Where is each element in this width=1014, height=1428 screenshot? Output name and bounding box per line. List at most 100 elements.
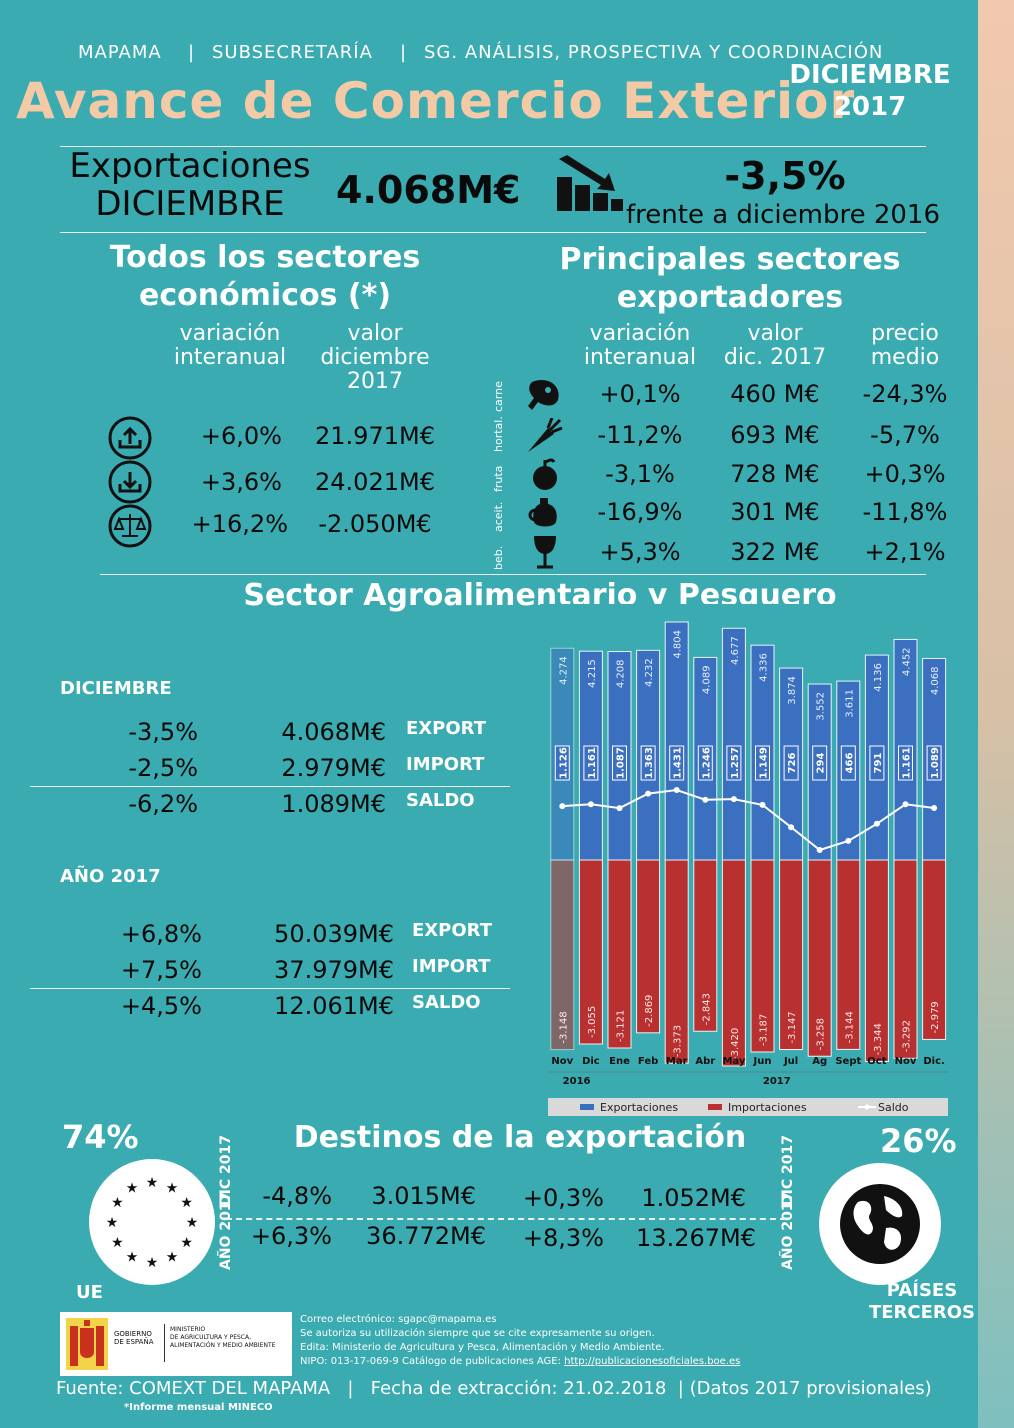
saldo-label-box	[697, 745, 713, 781]
saldo-point	[816, 847, 823, 853]
saldo-label-box	[869, 745, 885, 781]
saldo-label-box	[812, 745, 828, 781]
category-label: Jul	[783, 1056, 798, 1067]
main-col1-head: variación interanual	[583, 321, 697, 370]
saldo-value-label: 791	[873, 753, 884, 774]
fruta-var: -3,1%	[605, 460, 675, 488]
ue-year-val: 36.772M€	[366, 1222, 486, 1250]
decorative-gradient-edge	[978, 0, 1014, 1428]
apple-icon	[533, 458, 557, 490]
export-value-label: 4.804	[673, 630, 684, 659]
export-value-label: 4.677	[730, 636, 741, 665]
saldo-value-label: 1.246	[701, 747, 712, 779]
import-value-label: -3.148	[558, 1011, 569, 1043]
saldo-value-label: 1.431	[673, 747, 684, 779]
ue-pct: 74%	[62, 1118, 139, 1156]
sector-tag-aceit: aceit.	[492, 501, 505, 532]
export-value-label: 3.874	[787, 676, 798, 705]
agro-year-saldo-pct: +4,5%	[120, 992, 202, 1020]
saldo-value-label: 1.257	[730, 747, 741, 779]
summary-change-note: frente a diciembre 2016	[626, 200, 941, 230]
import-value-label: -2.979	[930, 1001, 941, 1033]
category-label: Sept	[835, 1056, 861, 1067]
fruta-price: +0,3%	[864, 460, 946, 488]
import-value-label: -3.147	[787, 1011, 798, 1043]
agro-dic-import-pct: -2,5%	[128, 754, 198, 782]
catalog-link[interactable]: http://publicacionesoficiales.boe.es	[564, 1356, 741, 1367]
saldo-label-box	[612, 745, 627, 781]
category-label: Ag	[812, 1056, 827, 1067]
dashed-divider	[226, 1218, 786, 1220]
header-subsec: SUBSECRETARÍA	[212, 42, 373, 63]
category-label: Dic.	[923, 1056, 944, 1067]
all-import-val: 24.021M€	[315, 468, 435, 496]
saldo-label-box	[783, 745, 799, 781]
divider	[30, 786, 510, 787]
saldo-label-box	[583, 745, 599, 781]
beb-val: 322 M€	[730, 538, 820, 566]
eu-star: ★	[111, 1235, 124, 1251]
saldo-point	[730, 796, 737, 803]
import-bar	[779, 859, 804, 1051]
saldo-label-box	[726, 745, 742, 781]
import-bar	[750, 859, 775, 1053]
terc-year-pct: +8,3%	[522, 1224, 604, 1252]
export-value-label: 4.068	[930, 666, 941, 695]
all-balance-var: +16,2%	[191, 510, 288, 538]
agro-year-saldo-val: 12.061M€	[274, 992, 394, 1020]
agro-year-saldo-tag: SALDO	[412, 992, 481, 1013]
footer-source-line: Fuente: COMEXT DEL MAPAMA | Fecha de ext…	[56, 1378, 932, 1399]
category-label: Nov	[895, 1056, 917, 1067]
page-title: Avance de Comercio Exterior	[16, 72, 856, 130]
eu-star: ★	[146, 1255, 159, 1271]
saldo-label-box	[640, 745, 656, 781]
agro-dic-import-tag: IMPORT	[406, 754, 485, 775]
import-bar	[721, 859, 746, 1067]
agro-dic-saldo-val: 1.089M€	[281, 790, 386, 818]
gobierno-text: GOBIERNO DE ESPAÑA	[114, 1330, 154, 1346]
carne-val: 460 M€	[730, 380, 820, 408]
export-value-label: 4.232	[644, 658, 655, 687]
export-value-label: 4.452	[902, 647, 913, 676]
trade-chart: 4.274 -3.148 4.215 -3.055 4.208 -3.121 4.232 -2…	[540, 604, 955, 1120]
export-box-icon	[108, 416, 152, 460]
globe-icon	[819, 1163, 941, 1285]
saldo-value-label: 294	[816, 753, 827, 774]
hortal-var: -11,2%	[597, 421, 683, 449]
legend-label: Exportaciones	[600, 1101, 678, 1114]
terc-tag-ano: AÑO 2017	[780, 1191, 796, 1270]
import-bar	[893, 859, 918, 1059]
legend-swatch-point	[864, 1104, 870, 1110]
header-sep-2: |	[400, 42, 408, 63]
agro-year-export-val: 50.039M€	[274, 920, 394, 948]
saldo-point	[616, 805, 623, 812]
agro-year-import-val: 37.979M€	[274, 956, 394, 984]
header-month: DICIEMBRE	[789, 60, 951, 90]
summary-label-2: DICIEMBRE	[95, 184, 285, 224]
aceit-price: -11,8%	[862, 498, 948, 526]
category-label: Ene	[609, 1056, 630, 1067]
carne-var: +0,1%	[599, 380, 681, 408]
footer-email: Correo electrónico: sgapc@mapama.es	[300, 1314, 497, 1325]
import-value-label: -3.420	[730, 1028, 741, 1060]
hortal-price: -5,7%	[870, 421, 940, 449]
ministerio-text: MINISTERIO DE AGRICULTURA Y PESCA, ALIMENT…	[170, 1326, 276, 1349]
saldo-point	[788, 824, 795, 831]
import-value-label: -3.258	[816, 1018, 827, 1050]
all-sectors-title-2: económicos (*)	[138, 278, 392, 313]
all-import-var: +3,6%	[200, 468, 282, 496]
eu-star: ★	[126, 1180, 139, 1196]
import-value-label: -3.344	[873, 1023, 884, 1055]
terc-dic-pct: +0,3%	[522, 1184, 604, 1212]
eu-star: ★	[166, 1180, 179, 1196]
legend-label: Importaciones	[728, 1101, 807, 1114]
saldo-point	[645, 790, 652, 797]
eu-star: ★	[180, 1235, 193, 1251]
eu-stars-icon: ★ ★★★★★★★★★★★	[89, 1159, 215, 1285]
divider	[30, 988, 510, 989]
saldo-label-box	[840, 745, 856, 781]
import-value-label: -2.869	[644, 995, 655, 1027]
footer-edita: Edita: Ministerio de Agricultura y Pesca…	[300, 1342, 665, 1353]
import-value-label: -3.373	[673, 1025, 684, 1057]
saldo-value-label: 1.149	[759, 747, 770, 779]
